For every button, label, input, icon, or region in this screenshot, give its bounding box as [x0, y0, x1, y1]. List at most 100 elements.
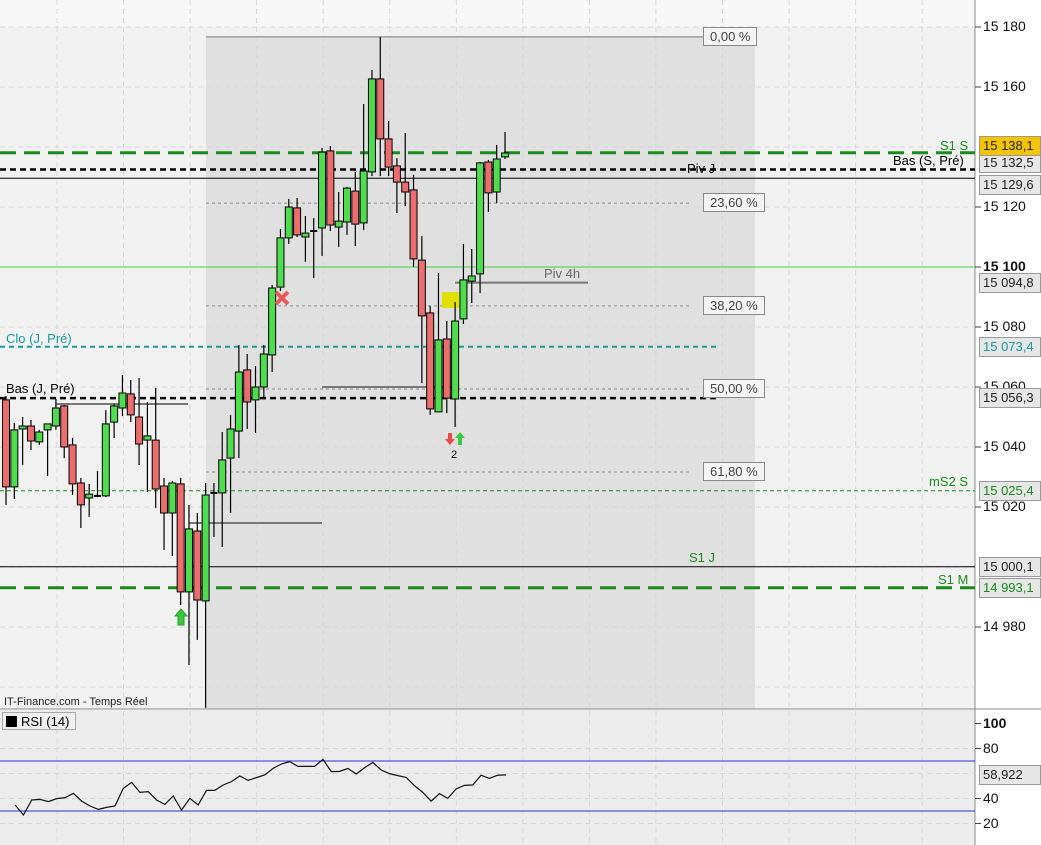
fib-label: 0,00 %	[703, 26, 758, 46]
candle-bearish	[68, 444, 77, 485]
candle-bullish	[501, 152, 510, 158]
level-label: S1 M	[938, 572, 969, 587]
candle-bullish	[451, 320, 460, 400]
level-label: S1 S	[940, 138, 969, 153]
candle-bullish	[342, 187, 351, 223]
fib-label: 38,20 %	[703, 295, 765, 315]
candle-bearish	[326, 150, 335, 226]
fib-label: 23,60 %	[703, 193, 765, 213]
candle-bearish	[243, 369, 252, 403]
candle-bullish	[201, 494, 210, 602]
candle-bearish	[384, 138, 393, 168]
sell-cross-icon	[274, 290, 290, 306]
rsi-tick-label: 20	[983, 814, 999, 831]
price-axis-marker: 14 993,1	[979, 577, 1041, 598]
candle-bearish	[392, 165, 401, 183]
rsi-tick-label: 40	[983, 789, 999, 806]
fib-zone	[206, 36, 755, 709]
candle-bullish	[18, 425, 27, 430]
candle-bullish	[268, 287, 277, 356]
candle-bearish	[126, 393, 135, 416]
candle-bearish	[351, 190, 360, 225]
candle-bearish	[151, 439, 160, 490]
price-axis-marker: 15 000,1	[979, 556, 1041, 577]
price-tick-label: 15 160	[983, 78, 1026, 94]
source-label: IT-Finance.com - Temps Réel	[4, 696, 148, 708]
level-label: S1 J	[689, 550, 716, 565]
candle-bullish	[434, 339, 443, 413]
rsi-legend[interactable]: RSI (14)	[2, 712, 76, 730]
candle-bullish	[467, 275, 476, 282]
price-tick-label: 14 980	[983, 618, 1026, 634]
price-tick-label: 15 020	[983, 498, 1026, 514]
candle-bearish	[2, 399, 10, 488]
rsi-title: RSI (14)	[21, 714, 70, 729]
level-label: Piv J	[687, 161, 716, 176]
price-axis-marker: 15 129,6	[979, 175, 1041, 195]
candle-bullish	[218, 459, 227, 494]
level-label: Clo (J, Pré)	[6, 331, 72, 346]
rsi-color-swatch	[6, 716, 17, 727]
candle-bullish	[334, 220, 343, 228]
candle-bearish	[409, 189, 418, 260]
rsi-tick-label: 80	[983, 739, 999, 756]
rsi-value-marker: 58,922	[979, 764, 1041, 785]
candle-bullish	[318, 151, 327, 229]
price-axis-marker: 15 138,1	[979, 136, 1041, 156]
candle-bullish	[35, 431, 44, 443]
candle-bullish	[259, 353, 268, 388]
price-tick-label: 15 100	[983, 258, 1026, 274]
rsi-line	[14, 758, 507, 817]
candle-bullish	[367, 78, 376, 173]
candle-bearish	[417, 259, 426, 317]
candle-bearish	[484, 161, 493, 194]
candle-bullish	[10, 429, 19, 488]
candle-bullish	[459, 279, 468, 320]
signal-highlight	[442, 292, 459, 308]
price-axis-marker: 15 094,8	[979, 272, 1041, 293]
candle-bearish	[26, 425, 35, 442]
candle-bearish	[160, 485, 169, 514]
signal-count: 2	[451, 449, 458, 461]
candle-bearish	[193, 530, 202, 601]
candle-bearish	[135, 416, 144, 445]
candle-bullish	[85, 493, 94, 499]
price-axis-marker: 15 073,4	[979, 336, 1041, 357]
candle-bearish	[60, 405, 69, 448]
candle-bullish	[251, 386, 260, 401]
candle-bullish	[43, 423, 52, 431]
candle-bullish	[51, 407, 60, 427]
price-axis-marker: 15 056,3	[979, 388, 1041, 409]
candle-bullish	[234, 371, 243, 432]
candle-bullish	[168, 482, 177, 514]
fib-label: 61,80 %	[703, 462, 765, 482]
price-tick-label: 15 180	[983, 18, 1026, 34]
price-tick-label: 15 080	[983, 318, 1026, 334]
price-tick-label: 15 040	[983, 438, 1026, 454]
buy-arrow-icon	[455, 432, 465, 445]
candle-bullish	[143, 435, 152, 441]
candle-bearish	[426, 312, 435, 410]
candle-bullish	[359, 170, 368, 224]
buy-arrow-icon	[173, 608, 189, 626]
price-tick-label: 15 120	[983, 198, 1026, 214]
level-label: Piv 4h	[544, 266, 581, 281]
candle-bearish	[376, 78, 385, 140]
candle-bullish	[184, 528, 193, 593]
candle-bearish	[442, 338, 451, 399]
price-axis-marker: 15 132,5	[979, 153, 1041, 173]
fib-label: 50,00 %	[703, 378, 765, 398]
price-axis-marker: 15 025,4	[979, 480, 1041, 501]
candle-bearish	[401, 181, 410, 193]
candle-bullish	[118, 392, 127, 409]
candle-bullish	[101, 423, 110, 497]
level-label: mS2 S	[929, 474, 969, 489]
candle-bearish	[293, 207, 302, 236]
candle-bullish	[476, 162, 485, 275]
candle-bullish	[276, 237, 285, 288]
candle-bearish	[76, 482, 85, 506]
level-label: Bas (S, Pré)	[893, 153, 964, 168]
rsi-tick-label: 100	[983, 714, 1007, 731]
candle-bullish	[301, 232, 310, 238]
